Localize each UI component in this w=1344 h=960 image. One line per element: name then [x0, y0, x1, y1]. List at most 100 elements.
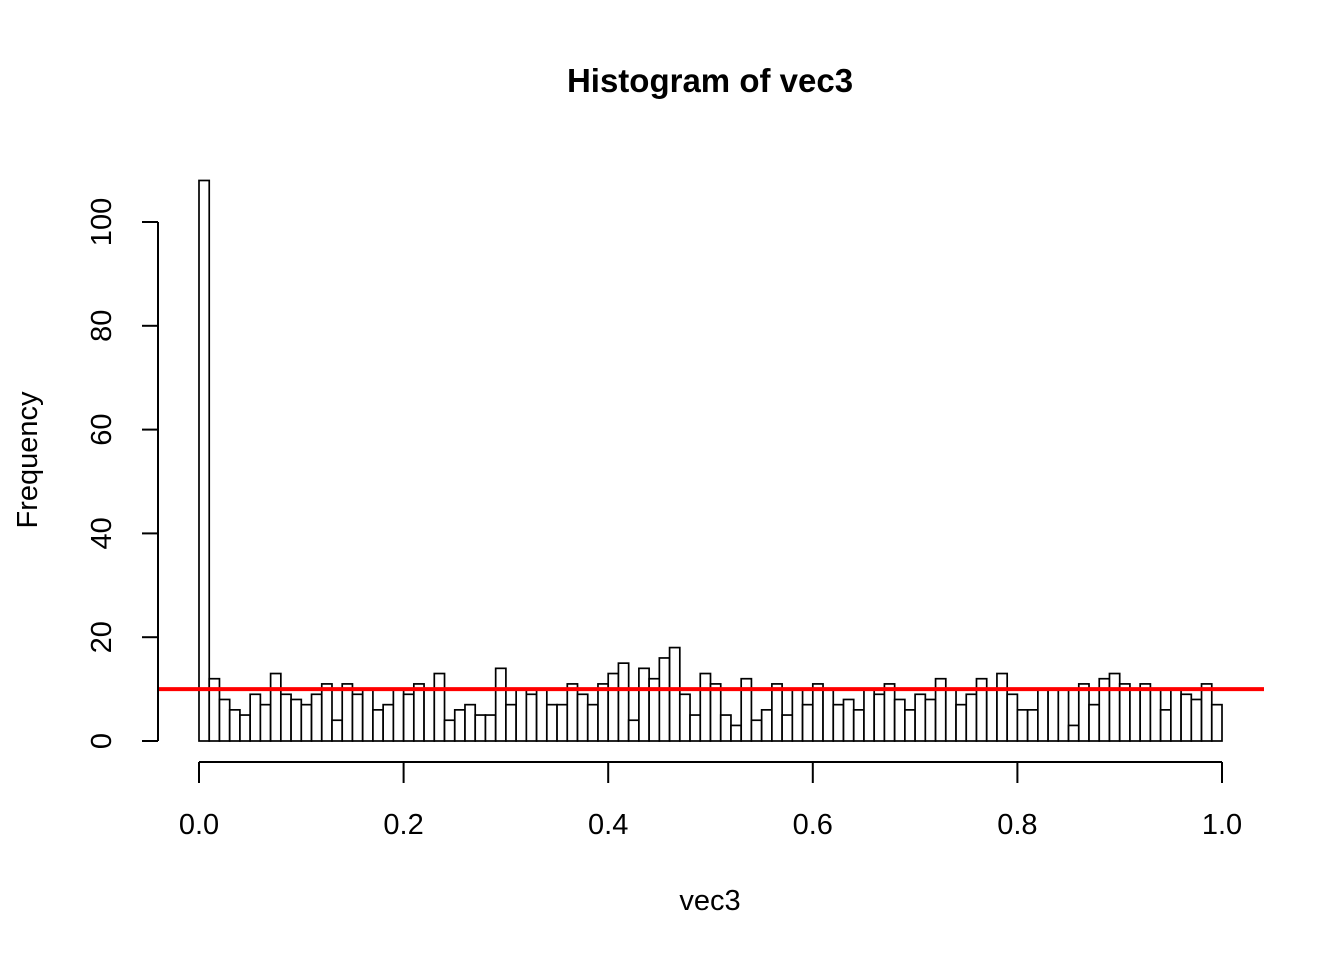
histogram-bar: [1159, 709, 1172, 742]
y-tick-label: 60: [86, 413, 118, 445]
histogram-bar: [505, 703, 517, 742]
histogram-bar: [576, 693, 589, 742]
histogram-bar: [515, 688, 528, 742]
x-axis-label: vec3: [679, 885, 740, 917]
histogram-bar: [556, 703, 569, 742]
histogram-bar: [1149, 688, 1162, 742]
histogram-bar: [1108, 672, 1121, 742]
histogram-bar: [228, 709, 241, 742]
histogram-bar: [699, 672, 712, 742]
histogram-bar: [689, 714, 702, 742]
histogram-bar: [842, 698, 855, 742]
y-tick-label: 80: [86, 310, 118, 342]
histogram-bar: [1129, 688, 1142, 742]
x-tick-label: 1.0: [1202, 809, 1242, 841]
histogram-bar: [586, 703, 599, 742]
histogram-bar: [372, 709, 384, 742]
histogram-bar: [535, 688, 548, 742]
histogram-bar: [914, 693, 927, 742]
histogram-bar: [1026, 709, 1039, 742]
y-axis-label: Frequency: [12, 391, 44, 529]
histogram-bar: [464, 703, 477, 742]
histogram-bar: [811, 683, 824, 742]
histogram-bar: [852, 709, 865, 742]
histogram-bar: [443, 719, 456, 742]
histogram-bar: [382, 703, 395, 742]
histogram-bar: [760, 709, 773, 742]
y-tick-label: 0: [86, 733, 118, 749]
histogram-bar: [1200, 683, 1213, 742]
histogram-bar: [904, 709, 916, 742]
histogram-bar: [566, 683, 579, 742]
x-tick-label: 0.8: [997, 809, 1037, 841]
histogram-bar: [269, 672, 282, 742]
histogram-bar: [525, 693, 538, 742]
y-tick-label: 100: [86, 198, 118, 246]
histogram-bar: [822, 688, 835, 742]
histogram-bar: [423, 688, 436, 742]
histogram-bar: [361, 688, 374, 742]
histogram-bar: [1057, 688, 1070, 742]
x-tick-label: 0.2: [383, 809, 423, 841]
histogram-bar: [996, 672, 1009, 742]
histogram-bar: [1067, 724, 1080, 742]
x-tick-label: 0.0: [179, 809, 219, 841]
histogram-bar: [433, 672, 446, 742]
y-tick-label: 20: [86, 621, 118, 653]
histogram-bar: [617, 662, 630, 742]
histogram-bar: [658, 657, 671, 742]
histogram-bar: [985, 688, 998, 742]
histogram-bar: [310, 693, 323, 742]
histogram-bar: [1006, 693, 1019, 742]
histogram-bar: [627, 719, 640, 742]
histogram-bar: [412, 683, 425, 742]
histogram-bar: [924, 698, 937, 742]
histogram-bar: [1169, 688, 1182, 742]
histogram-bar: [791, 688, 804, 742]
histogram-bar: [1037, 688, 1049, 742]
histogram-bar: [1088, 703, 1101, 742]
histogram-bar: [1190, 698, 1203, 742]
chart-title: Histogram of vec3: [567, 62, 853, 99]
histogram-bar: [893, 698, 906, 742]
histogram-bar: [218, 698, 231, 742]
histogram-bar: [678, 693, 691, 742]
histogram-bar: [740, 677, 753, 742]
x-tick-label: 0.4: [588, 809, 628, 841]
histogram-bar: [750, 719, 763, 742]
histogram-bar: [351, 693, 364, 742]
histogram-bar: [771, 683, 783, 742]
histogram-bar: [965, 693, 978, 742]
histogram-bar: [832, 703, 845, 742]
y-tick-label: 40: [86, 517, 118, 549]
histogram-bar: [402, 693, 415, 742]
histogram-bar: [944, 688, 957, 742]
histogram-bar: [883, 683, 896, 742]
histogram-bar: [607, 672, 620, 742]
histogram-bar: [392, 688, 405, 742]
histogram-bar: [1118, 683, 1131, 742]
histogram-bar: [494, 667, 507, 742]
x-tick-label: 0.6: [793, 809, 833, 841]
histogram-bar: [863, 688, 876, 742]
histogram-bar: [1210, 703, 1223, 742]
histogram-bar: [279, 693, 292, 742]
histogram-bar: [668, 646, 681, 742]
histogram-bars: [198, 179, 1223, 742]
histogram-bar: [320, 683, 333, 742]
histogram-bar: [341, 683, 354, 742]
histogram-bar: [955, 703, 968, 742]
histogram-bar: [545, 703, 558, 742]
histogram-bar: [709, 683, 722, 742]
histogram-bar: [597, 683, 610, 742]
histogram-bar: [781, 714, 794, 742]
histogram-bar: [249, 693, 262, 742]
x-axis: 0.0 0.2 0.4 0.6 0.8 1.0: [179, 761, 1242, 841]
histogram-bar: [239, 714, 251, 742]
histogram-bar: [638, 667, 650, 742]
histogram-bar: [198, 179, 211, 742]
histogram-bar: [730, 724, 743, 742]
histogram-bar: [1047, 688, 1060, 742]
histogram-bar: [259, 703, 272, 742]
